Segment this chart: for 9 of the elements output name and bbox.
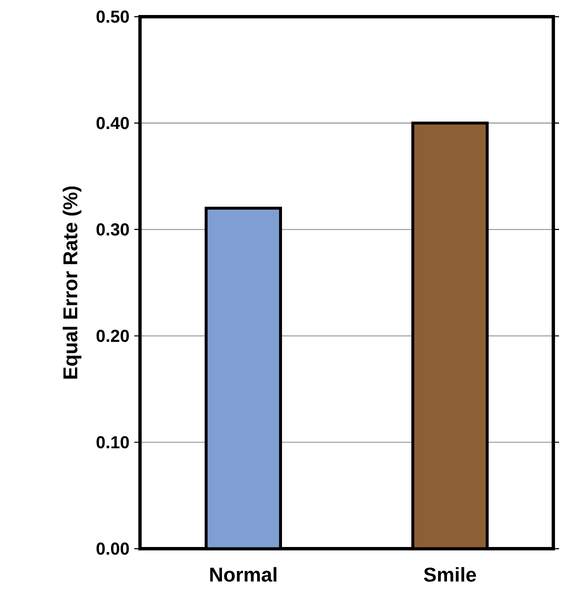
- x-tick-label: Smile: [424, 567, 476, 582]
- y-tick-label: 0.50: [96, 10, 129, 23]
- y-tick-label: 0.10: [96, 436, 129, 448]
- x-tick-label: Normal: [210, 567, 276, 582]
- y-axis-title: Equal Error Rate (%): [62, 186, 82, 379]
- y-tick-label: 0.00: [96, 542, 129, 555]
- y-tick-label: 0.40: [96, 116, 129, 130]
- y-tick-label: 0.30: [96, 223, 129, 236]
- y-tick-label: 0.20: [96, 330, 129, 342]
